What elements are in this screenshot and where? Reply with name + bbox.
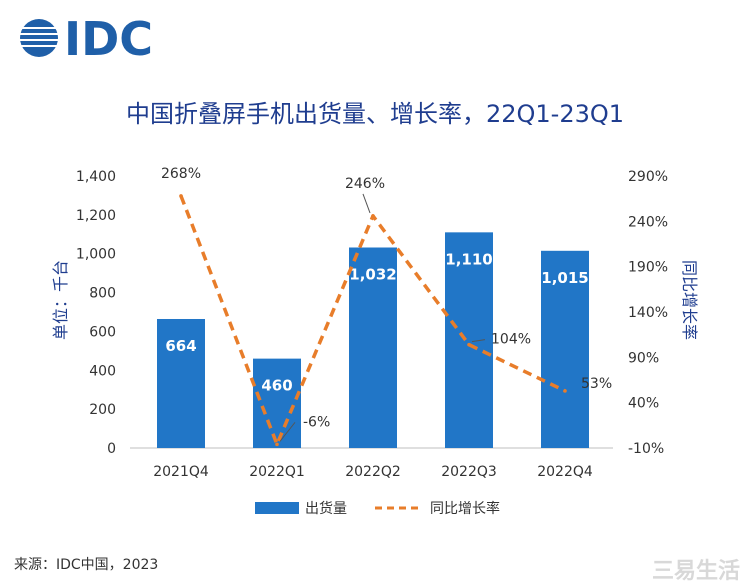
left-tick-labels: 0 200 400 600 800 1,000 1,200 1,400 xyxy=(76,169,116,457)
y-tick-label: 400 xyxy=(89,363,116,379)
growth-point xyxy=(371,214,375,218)
y-tick-label: 200 xyxy=(89,402,116,418)
legend-bar-label: 出货量 xyxy=(305,500,347,517)
y-tick-label: 1,200 xyxy=(76,208,116,224)
growth-point xyxy=(563,389,567,393)
y-tick-label: 0 xyxy=(107,441,116,457)
watermark: 三易生活 xyxy=(652,559,740,584)
y-tick-label: 800 xyxy=(89,286,116,302)
y2-tick-label: 240% xyxy=(628,214,668,230)
bar-value-label: 1,032 xyxy=(349,265,396,283)
bar xyxy=(253,359,301,448)
y2-tick-label: -10% xyxy=(628,441,664,457)
x-tick-label: 2022Q2 xyxy=(345,464,401,480)
growth-point xyxy=(467,343,471,347)
y-tick-label: 1,000 xyxy=(76,247,116,263)
growth-value-label: 53% xyxy=(581,376,612,392)
bar-value-label: 1,015 xyxy=(541,269,588,287)
y2-tick-label: 40% xyxy=(628,396,659,412)
x-tick-label: 2022Q4 xyxy=(537,464,593,480)
x-tick-label: 2021Q4 xyxy=(153,464,209,480)
y2-tick-label: 290% xyxy=(628,169,668,185)
y-tick-label: 1,400 xyxy=(76,169,116,185)
y-tick-label: 600 xyxy=(89,324,116,340)
globe-icon xyxy=(20,19,58,57)
chart-title: 中国折叠屏手机出货量、增长率，22Q1-23Q1 xyxy=(126,100,624,128)
legend-bar-swatch xyxy=(255,502,299,514)
legend-line-label: 同比增长率 xyxy=(430,500,500,517)
growth-point xyxy=(275,443,279,447)
y2-axis-label: 同比增长率 xyxy=(680,260,699,340)
idc-logo: IDC xyxy=(20,12,153,66)
growth-value-label: 268% xyxy=(161,166,201,182)
x-tick-label: 2022Q3 xyxy=(441,464,497,480)
x-tick-label: 2022Q1 xyxy=(249,464,305,480)
growth-value-label: 104% xyxy=(491,332,531,348)
y2-tick-label: 190% xyxy=(628,260,668,276)
source-note: 来源：IDC中国，2023 xyxy=(14,557,158,573)
bar-value-label: 460 xyxy=(261,377,292,395)
growth-value-label: 246% xyxy=(345,176,385,192)
bar-value-label: 1,110 xyxy=(445,250,492,268)
bar-value-label: 664 xyxy=(165,337,196,355)
growth-value-label: -6% xyxy=(303,414,330,430)
y2-tick-label: 140% xyxy=(628,305,668,321)
logo-text: IDC xyxy=(64,12,153,66)
growth-leader-line xyxy=(363,194,370,213)
y2-tick-label: 90% xyxy=(628,350,659,366)
category-labels: 2021Q4 2022Q1 2022Q2 2022Q3 2022Q4 xyxy=(153,464,593,480)
y-axis-label: 单位：千台 xyxy=(51,260,70,340)
legend: 出货量 同比增长率 xyxy=(255,500,500,517)
right-tick-labels: -10% 40% 90% 140% 190% 240% 290% xyxy=(628,169,668,457)
growth-point xyxy=(179,194,183,198)
